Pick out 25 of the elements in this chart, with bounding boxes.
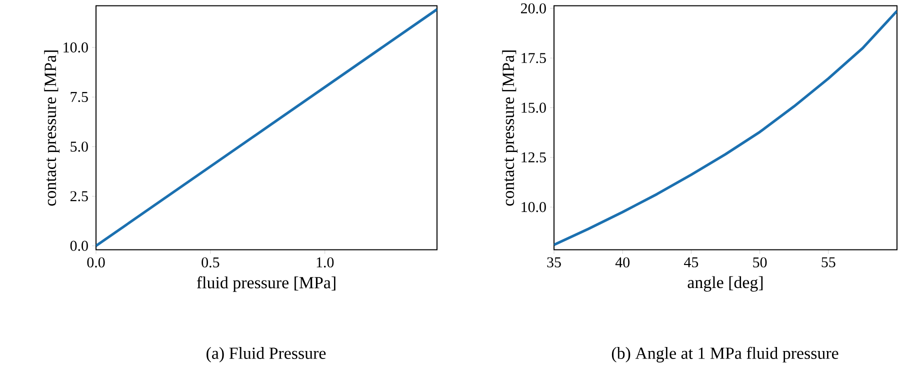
y-tick-label: 7.5 <box>70 92 88 102</box>
x-tick-label: 45 <box>684 257 698 268</box>
x-tick-label: 55 <box>822 257 836 268</box>
x-tick-label: 0.0 <box>87 257 105 268</box>
text: (a) Fluid Pressure <box>206 347 326 362</box>
x-tick-label: 50 <box>753 257 767 268</box>
y-tick-label: 5.0 <box>70 142 88 152</box>
y-axis-title: contact pressure [MPa] <box>502 50 518 206</box>
y-tick-label: 20.0 <box>520 3 546 14</box>
y-tick-label: 12.5 <box>522 152 546 163</box>
x-axis-title: angle [deg] <box>688 276 763 292</box>
line-series <box>554 10 897 246</box>
y-tick-label: 10.0 <box>64 42 88 53</box>
y-axis-title: contact pressure [MPa] <box>44 50 60 206</box>
x-tick-label: 0.5 <box>202 257 220 268</box>
x-axis-title: fluid pressure [MPa] <box>196 276 336 292</box>
x-tick-label: 1.0 <box>316 257 334 268</box>
y-tick-label: 10.0 <box>522 202 546 212</box>
text: (b) Angle at 1 MPa fluid pressure <box>612 346 838 363</box>
y-tick-label: 2.5 <box>70 191 88 202</box>
y-tick-label: 0.0 <box>70 240 88 252</box>
x-tick-label: 35 <box>547 257 561 268</box>
y-tick-label: 15.0 <box>522 102 546 113</box>
x-tick-label: 40 <box>615 257 630 268</box>
y-tick-label: 17.5 <box>522 53 546 64</box>
